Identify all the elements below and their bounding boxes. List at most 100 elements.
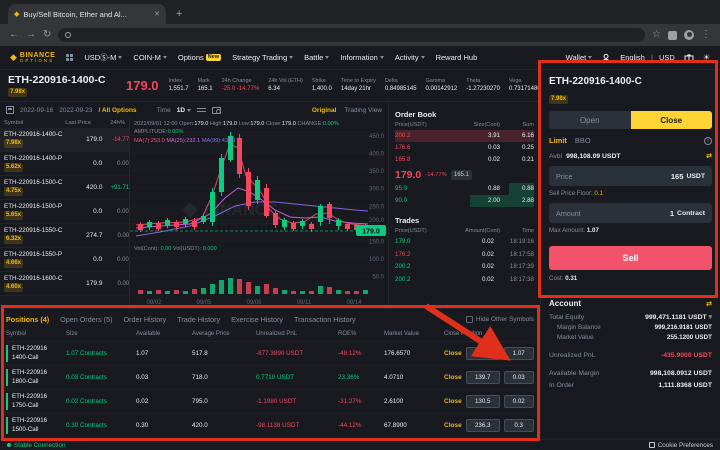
bid-row[interactable]: 95.0 0.88 0.88 <box>395 183 534 195</box>
svg-text:450.0: 450.0 <box>369 134 385 140</box>
tab-order-history[interactable]: Order History <box>123 315 167 324</box>
browser-tab-strip: ◆ Buy/Sell Bitcoin, Ether and Al... ✕ + <box>0 0 720 24</box>
candlestick-chart: BINANCE <box>130 132 386 306</box>
close-quantity-input[interactable] <box>503 395 534 408</box>
info-icon[interactable]: i <box>704 136 712 145</box>
cookie-preferences[interactable]: Cookie Preferences <box>648 442 713 449</box>
bookmark-star-icon[interactable]: ☆ <box>652 29 661 40</box>
nav-item-coinm[interactable]: COIN-M <box>133 53 167 62</box>
close-position-button[interactable]: Close <box>444 374 462 381</box>
date-filter-from[interactable]: 2022-09-16 <box>20 106 54 114</box>
binance-nav-bar: ◆ BINANCE OPTIONS USDⓈ-M COIN-M Options N… <box>0 46 720 70</box>
extensions-icon[interactable] <box>668 30 677 40</box>
screenshot-icon[interactable] <box>212 106 222 114</box>
close-position-button[interactable]: Close <box>444 398 462 405</box>
ask-row[interactable]: 200.2 3.91 6.16 <box>395 130 534 142</box>
forward-icon[interactable]: → <box>26 29 36 40</box>
nav-item-options[interactable]: Options New <box>177 53 222 62</box>
close-quantity-input[interactable] <box>503 371 534 384</box>
user-profile-icon[interactable] <box>601 53 611 63</box>
symbol-row[interactable]: ETH-220916-1400-P5.62x 0.0 0.00% <box>0 152 129 176</box>
calendar-icon[interactable] <box>6 106 14 114</box>
close-quantity-input[interactable] <box>503 347 534 360</box>
apps-grid-icon[interactable] <box>66 54 74 61</box>
browser-toolbar: ← → ↻ ☆ ⋮ <box>0 24 720 46</box>
nav-item-information[interactable]: Information <box>340 53 384 62</box>
transfer-icon[interactable]: ⇄ <box>706 153 712 160</box>
symbol-row[interactable]: ETH-220916-1550-P4.66x 0.0 0.00% <box>0 248 129 272</box>
browser-tab[interactable]: ◆ Buy/Sell Bitcoin, Ether and Al... ✕ <box>8 4 166 24</box>
sell-button[interactable]: Sell <box>549 246 712 270</box>
bid-row[interactable]: 90.0 2.00 2.88 <box>395 195 534 207</box>
order-type-limit[interactable]: Limit <box>549 136 567 145</box>
interval-selector[interactable]: 1D <box>177 107 192 114</box>
tab-positions[interactable]: Positions (4) <box>6 315 50 324</box>
sell-price-floor-value: 0.1 <box>594 190 604 197</box>
nav-item-activity[interactable]: Activity <box>395 53 425 62</box>
price-input[interactable]: Price 165 USDT <box>549 166 712 186</box>
binance-options-logo[interactable]: ◆ BINANCE OPTIONS <box>10 52 55 64</box>
tab-trade-history[interactable]: Trade History <box>177 315 221 324</box>
open-close-tabs: Open Close <box>549 111 712 129</box>
leverage-badge: 5.65x <box>4 211 24 220</box>
order-type-bbo[interactable]: BBO <box>574 136 591 145</box>
date-filter-to[interactable]: 2022-09-23 <box>59 106 93 114</box>
avbl-label: Avbl <box>549 152 563 160</box>
browser-profile-icon[interactable] <box>684 30 694 40</box>
amount-input[interactable]: Amount 1 Contract <box>549 203 712 223</box>
svg-text:350.0: 350.0 <box>369 169 385 175</box>
ask-row[interactable]: 176.6 0.03 0.25 <box>395 144 534 151</box>
col-symbol[interactable]: Symbol <box>4 120 24 126</box>
tab-exercise-history[interactable]: Exercise History <box>231 315 283 324</box>
order-book-title: Order Book <box>395 110 437 119</box>
price-chart-panel[interactable]: 2022/09/01 12:00 Open:179.0 High:179.0 L… <box>130 118 388 308</box>
language-currency-selector[interactable]: English | USD <box>620 53 675 62</box>
close-price-input[interactable] <box>465 395 500 408</box>
gift-icon[interactable] <box>684 53 694 63</box>
chart-settings-icon[interactable] <box>197 106 207 114</box>
tab-transaction-history[interactable]: Transaction History <box>294 315 356 324</box>
close-position-button[interactable]: Close <box>444 350 462 357</box>
account-section: Account ⇄ Total Equity 999,471.1181 USDT… <box>549 292 712 389</box>
svg-text:100.0: 100.0 <box>369 257 385 263</box>
close-price-input[interactable] <box>465 371 500 384</box>
col-24h-change[interactable]: 24h% <box>110 120 125 126</box>
theme-toggle-icon[interactable]: ☀ <box>702 53 710 62</box>
reload-icon[interactable]: ↻ <box>43 29 52 40</box>
symbol-row[interactable]: ETH-220916-1500-C4.75x 420.0 +91.71% <box>0 176 129 200</box>
symbol-row[interactable]: ETH-220916-1600-C4.60x 179.9 0.00% <box>0 272 129 296</box>
nav-item-battle[interactable]: Battle <box>304 53 330 62</box>
new-tab-button[interactable]: + <box>176 8 183 20</box>
tab-open[interactable]: Open <box>549 111 631 129</box>
hide-other-symbols-checkbox[interactable] <box>465 316 473 323</box>
close-position-button[interactable]: Close <box>444 422 462 429</box>
browser-menu-icon[interactable]: ⋮ <box>701 29 711 40</box>
tab-trading-view[interactable]: Trading View <box>344 106 382 114</box>
svg-text:BINANCE: BINANCE <box>204 202 277 219</box>
close-price-input[interactable] <box>465 347 500 360</box>
site-info-icon[interactable] <box>65 32 72 38</box>
nav-item-usdm[interactable]: USDⓈ-M <box>84 52 123 63</box>
close-price-input[interactable] <box>465 419 500 432</box>
tab-close[interactable]: Close <box>630 111 712 129</box>
all-options-filter[interactable]: / All Options <box>98 106 137 114</box>
address-bar[interactable] <box>58 28 646 42</box>
transfer-icon[interactable]: ⇄ <box>706 300 712 308</box>
ask-row[interactable]: 165.8 0.02 0.21 <box>395 156 534 163</box>
nav-item-reward-hub[interactable]: Reward Hub <box>435 53 478 62</box>
tab-close-icon[interactable]: ✕ <box>154 11 160 18</box>
tab-original-chart[interactable]: Original <box>311 106 337 114</box>
col-last-price[interactable]: Last Price <box>65 120 91 126</box>
instrument-symbol[interactable]: ETH-220916-1400-C <box>8 74 106 86</box>
max-amount-value: 1.07 <box>586 227 599 234</box>
close-quantity-input[interactable] <box>503 419 534 432</box>
symbol-row[interactable]: ETH-220916-1400-C7.98x 179.0 -14.77% <box>0 128 129 152</box>
symbol-row[interactable]: ETH-220916-1500-P5.65x 0.0 0.00% <box>0 200 129 224</box>
trade-row: 200.2 0.02 18:17:38 <box>395 275 534 283</box>
wallet-menu[interactable]: Wallet <box>566 53 593 62</box>
nav-item-strategy-trading[interactable]: Strategy Trading <box>232 53 294 62</box>
total-equity-row[interactable]: Total Equity 999,471.1181 USDT ▾ <box>549 313 712 322</box>
back-icon[interactable]: ← <box>9 29 19 40</box>
symbol-row[interactable]: ETH-220916-1550-C6.32x 274.7 0.00% <box>0 224 129 248</box>
tab-open-orders[interactable]: Open Orders (5) <box>60 315 113 324</box>
